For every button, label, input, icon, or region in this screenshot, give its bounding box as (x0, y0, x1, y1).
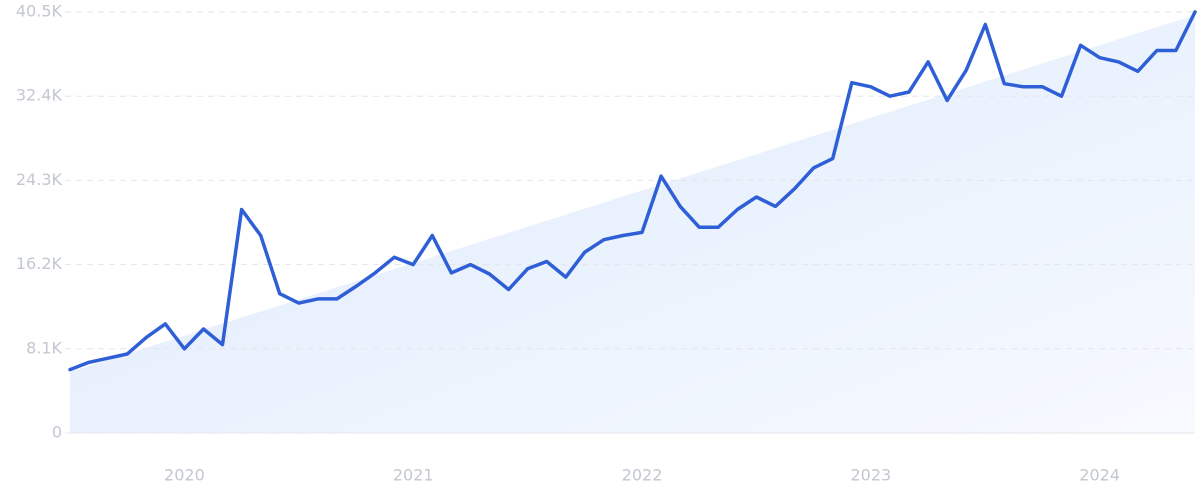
y-tick-label: 0 (52, 423, 62, 442)
x-tick-label: 2023 (850, 466, 891, 485)
trend-area (70, 15, 1195, 433)
y-tick-label: 16.2K (16, 254, 63, 273)
y-tick-label: 24.3K (16, 170, 63, 189)
line-series (68, 10, 1197, 372)
x-tick-label: 2020 (164, 466, 205, 485)
x-tick-label: 2024 (1079, 466, 1120, 485)
x-tick-label: 2021 (393, 466, 434, 485)
x-tick-label: 2022 (622, 466, 663, 485)
y-tick-label: 40.5K (16, 2, 63, 21)
y-tick-label: 32.4K (16, 86, 63, 105)
y-tick-label: 8.1K (26, 338, 62, 357)
